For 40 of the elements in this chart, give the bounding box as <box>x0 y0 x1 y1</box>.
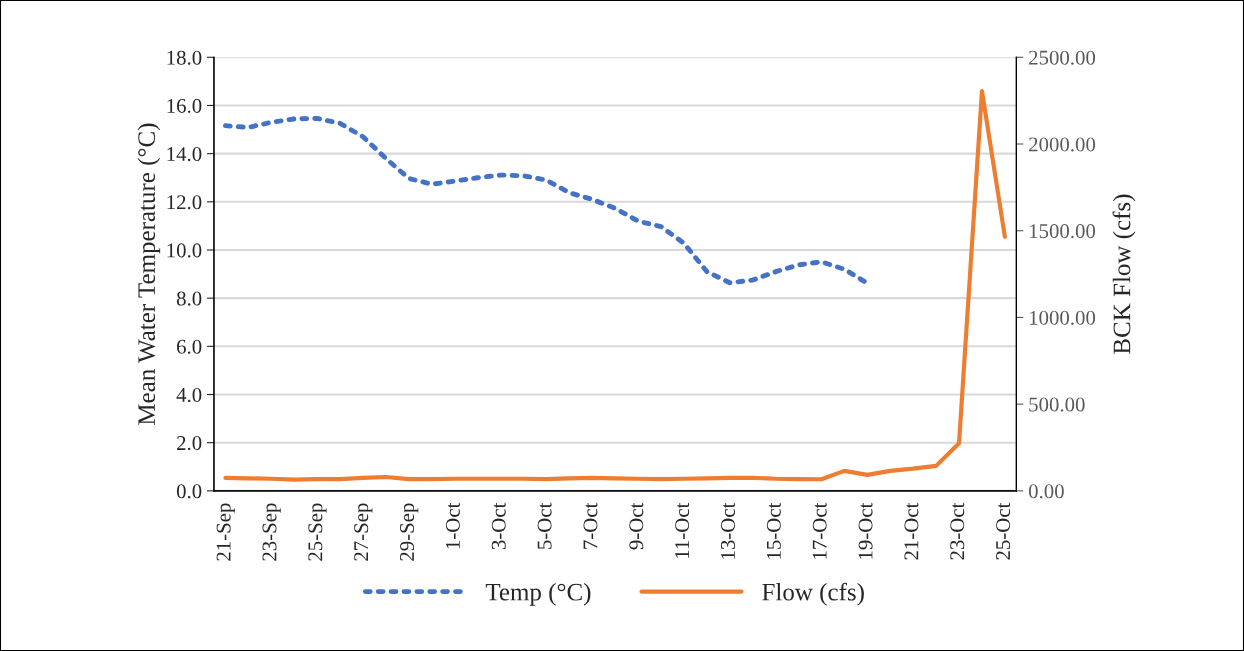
x-tick-label: 27-Sep <box>354 503 373 561</box>
x-tick-label: 11-Oct <box>675 502 690 558</box>
y2-tick-label: 2000.00 <box>1029 137 1096 152</box>
y-tick-label: 10.0 <box>167 243 202 258</box>
y2-tick-label: 0.00 <box>1028 484 1064 499</box>
x-tick-label: 5-Oct <box>537 502 552 549</box>
y2-tick-label: 1000.00 <box>1029 310 1096 325</box>
legend-label: Flow (cfs) <box>762 582 864 606</box>
x-tick-label: 9-Oct <box>629 502 644 550</box>
legend-label: Temp (°C) <box>485 582 591 606</box>
y-tick-label: 8.0 <box>176 291 202 306</box>
y-tick-label: 18.0 <box>167 50 202 65</box>
x-tick-label: 7-Oct <box>583 502 598 549</box>
x-tick-label: 29-Sep <box>400 503 419 561</box>
x-tick-label: 19-Oct <box>858 502 873 559</box>
y2-tick-label: 2500.00 <box>1029 50 1096 65</box>
y2-axis-title: BCK Flow (cfs) <box>1112 194 1136 354</box>
x-tick-label: 13-Oct <box>721 502 735 559</box>
y-axis-title: Mean Water Temperature (°C) <box>137 123 161 425</box>
line-series <box>223 116 870 286</box>
x-tick-label: 21-Sep <box>216 503 235 561</box>
x-tick-label: 17-Oct <box>812 502 827 559</box>
y2-tick-label: 500.00 <box>1029 397 1085 412</box>
x-tick-label: 1-Oct <box>445 502 460 549</box>
y-tick-label: 14.0 <box>167 147 202 162</box>
y2-tick-label: 1500.00 <box>1029 224 1096 239</box>
x-tick-label: 23-Oct <box>950 502 965 560</box>
y-tick-label: 2.0 <box>177 436 202 451</box>
y-tick-label: 16.0 <box>167 98 202 113</box>
x-tick-label: 23-Sep <box>262 503 281 561</box>
x-tick-label: 21-Oct <box>904 502 919 560</box>
y-tick-label: 4.0 <box>176 387 202 403</box>
x-tick-label: 25-Sep <box>308 503 327 561</box>
x-tick-label: 3-Oct <box>491 502 506 550</box>
x-tick-label: 15-Oct <box>766 502 781 559</box>
y-tick-label: 6.0 <box>177 339 202 354</box>
y-tick-label: 0.0 <box>176 484 202 499</box>
line-series <box>223 89 1007 482</box>
y-tick-label: 12.0 <box>167 195 202 210</box>
x-tick-label: 25-Oct <box>996 502 1011 560</box>
